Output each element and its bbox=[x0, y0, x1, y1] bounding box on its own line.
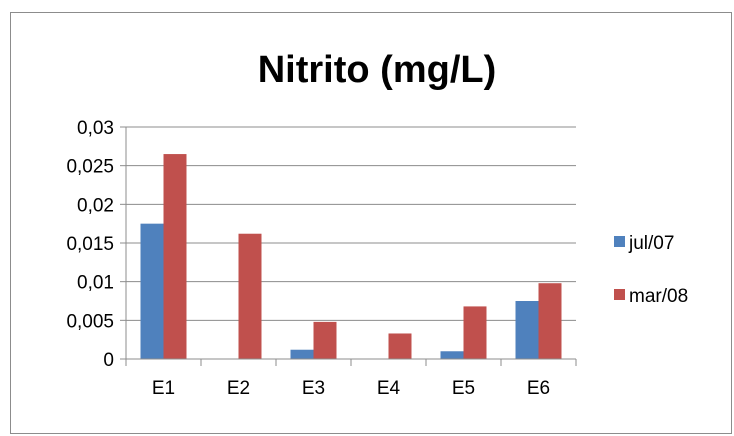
y-tick-labels: 0 0,005 0,01 0,015 0,02 0,025 0,03 bbox=[66, 118, 114, 371]
legend-swatch bbox=[614, 289, 625, 300]
bar-jul-07-E5 bbox=[440, 351, 464, 359]
axes-group bbox=[120, 126, 577, 366]
y-tick-label: 0,01 bbox=[77, 273, 114, 294]
bars-group bbox=[140, 154, 562, 359]
bar-mar-08-E5 bbox=[463, 306, 487, 359]
x-tick-label: E3 bbox=[302, 378, 325, 399]
bar-mar-08-E1 bbox=[163, 154, 187, 359]
bar-jul-07-E6 bbox=[515, 301, 539, 359]
legend: jul/07 mar/08 bbox=[614, 233, 688, 307]
y-tick-label: 0 bbox=[103, 350, 114, 371]
bar-mar-08-E4 bbox=[388, 333, 412, 359]
bar-jul-07-E1 bbox=[140, 223, 164, 359]
legend-label: jul/07 bbox=[628, 233, 674, 254]
y-tick-label: 0,005 bbox=[66, 311, 114, 332]
bar-mar-08-E6 bbox=[538, 283, 562, 359]
bar-jul-07-E3 bbox=[290, 349, 314, 359]
x-tick-label: E1 bbox=[152, 378, 175, 399]
bar-mar-08-E3 bbox=[313, 321, 337, 359]
legend-label: mar/08 bbox=[629, 286, 688, 307]
chart-title: Nitrito (mg/L) bbox=[258, 49, 497, 91]
grid-lines bbox=[126, 126, 576, 360]
x-tick-label: E6 bbox=[527, 378, 550, 399]
y-tick-label: 0,025 bbox=[66, 157, 114, 178]
x-tick-label: E4 bbox=[377, 378, 401, 399]
x-tick-labels: E1 E2 E3 E4 E5 E6 bbox=[152, 378, 550, 399]
legend-swatch bbox=[614, 236, 625, 247]
y-tick-label: 0,03 bbox=[77, 118, 114, 139]
bar-mar-08-E2 bbox=[238, 233, 262, 359]
y-tick-label: 0,02 bbox=[77, 195, 114, 216]
y-tick-label: 0,015 bbox=[66, 234, 114, 255]
x-tick-label: E5 bbox=[452, 378, 475, 399]
x-tick-label: E2 bbox=[227, 378, 250, 399]
chart-frame bbox=[10, 12, 732, 434]
